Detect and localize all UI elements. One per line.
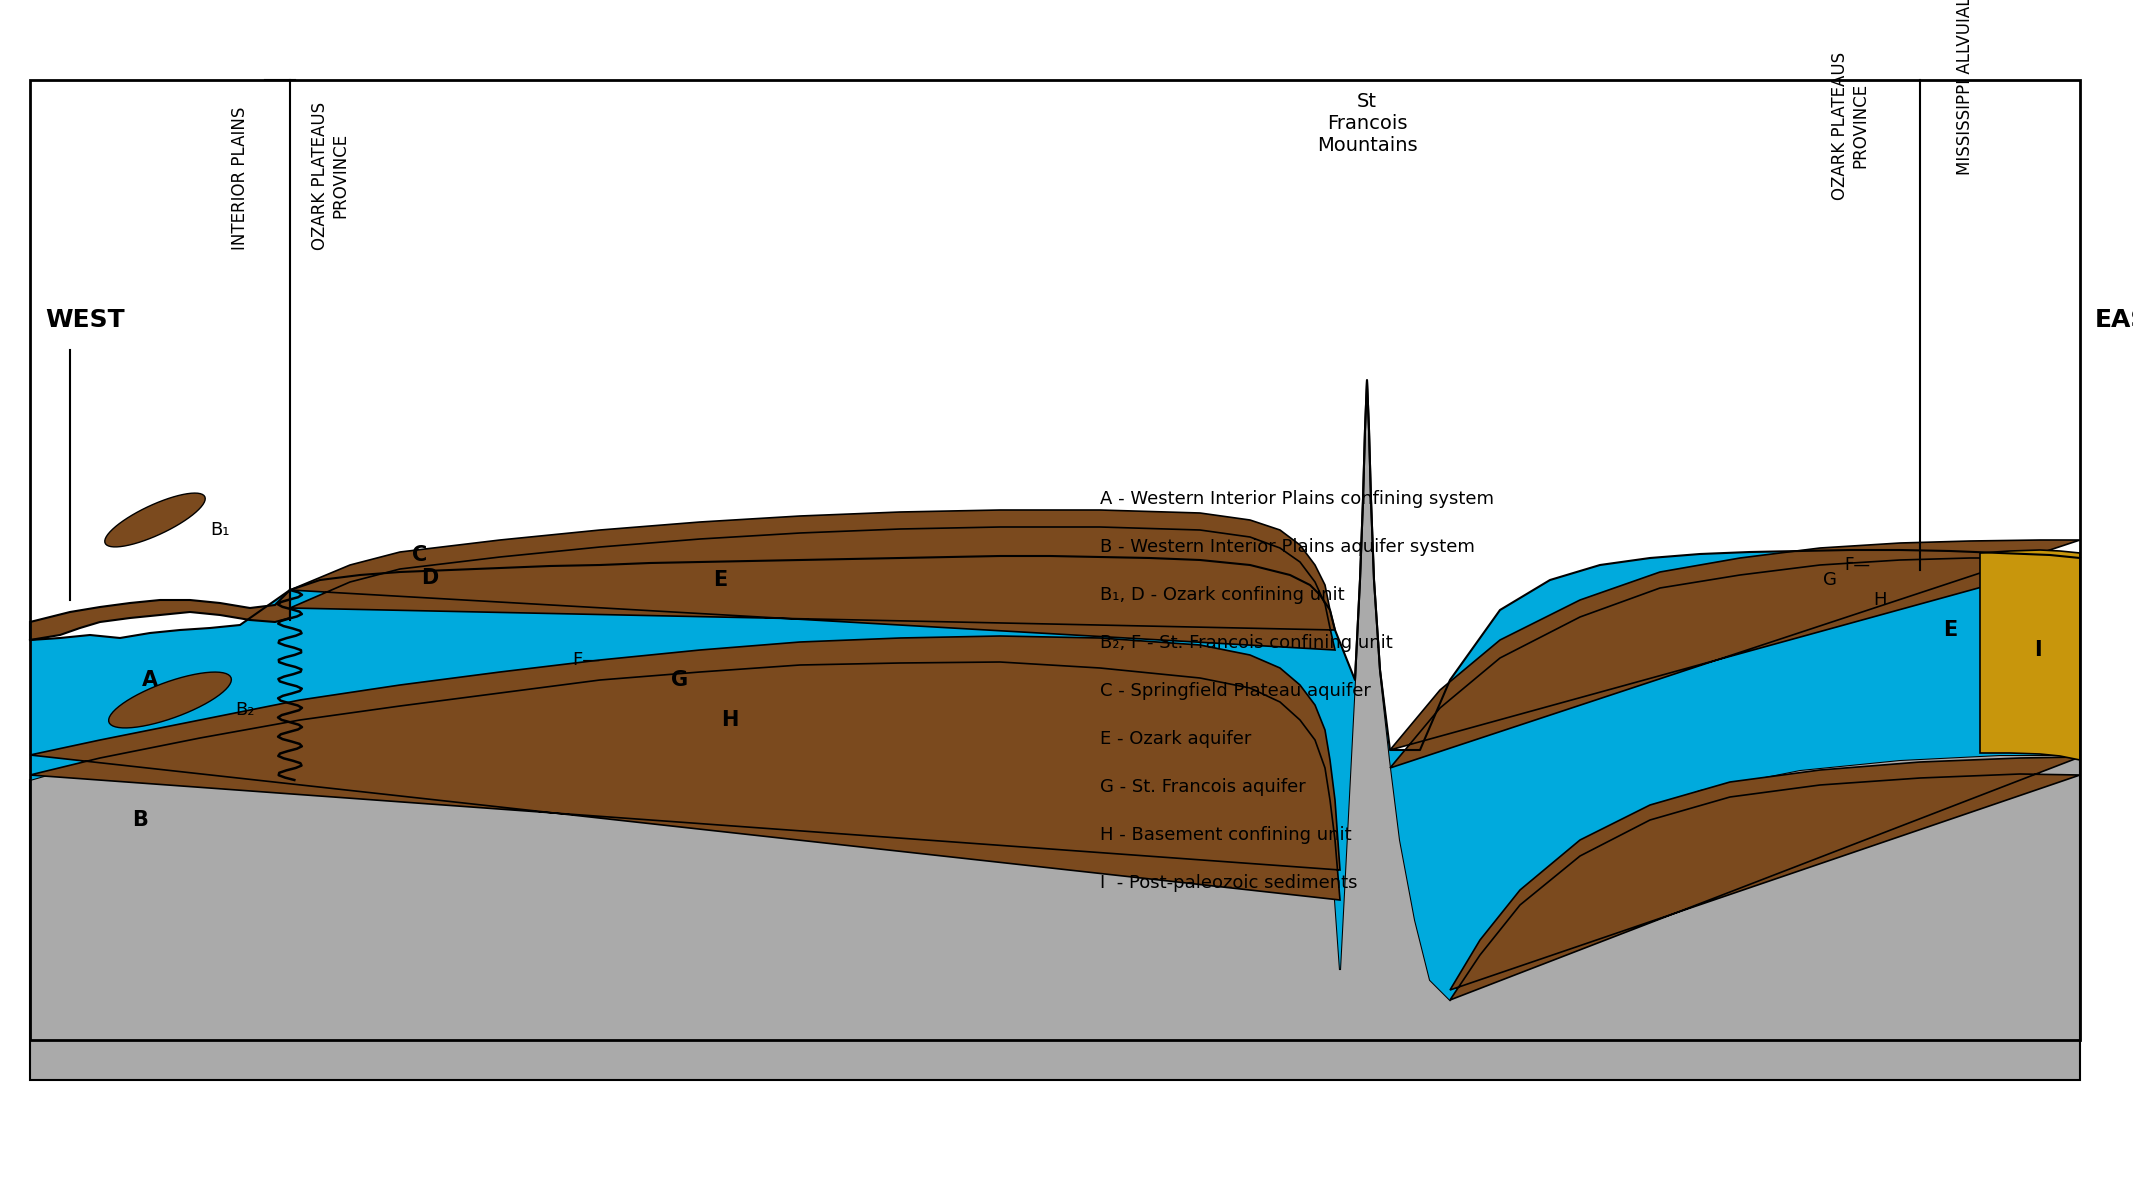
Text: H: H (721, 710, 738, 730)
Text: I  - Post-paleozoic sediments: I - Post-paleozoic sediments (1101, 874, 1357, 892)
Bar (30, 80, 2080, 1040)
Text: EAST: EAST (2095, 308, 2133, 332)
Text: G: G (1824, 570, 1837, 589)
Text: B₁: B₁ (209, 521, 230, 539)
Text: E - Ozark aquifer: E - Ozark aquifer (1101, 730, 1252, 748)
Polygon shape (109, 672, 230, 727)
Text: I: I (2035, 640, 2041, 660)
Polygon shape (30, 637, 1340, 900)
Text: B - Western Interior Plains aquifer system: B - Western Interior Plains aquifer syst… (1101, 539, 1474, 556)
Text: F—: F— (572, 651, 599, 668)
Text: A: A (143, 670, 158, 690)
Text: H - Basement confining unit: H - Basement confining unit (1101, 826, 1352, 844)
Polygon shape (1979, 550, 2080, 761)
Text: MISSISSIPPI ALLVUIAL PLAIN: MISSISSIPPI ALLVUIAL PLAIN (1956, 0, 1973, 175)
Polygon shape (105, 494, 205, 547)
Polygon shape (30, 380, 2080, 1079)
Polygon shape (30, 590, 290, 640)
Polygon shape (290, 510, 1335, 650)
Text: D: D (422, 568, 439, 588)
Text: C - Springfield Plateau aquifer: C - Springfield Plateau aquifer (1101, 681, 1372, 700)
Text: A - Western Interior Plains confining system: A - Western Interior Plains confining sy… (1101, 490, 1493, 508)
Polygon shape (1450, 757, 2080, 1000)
Text: B₂: B₂ (235, 702, 254, 719)
Text: E: E (1943, 620, 1958, 640)
Text: F—: F— (1843, 556, 1871, 574)
Polygon shape (1391, 540, 2080, 768)
Text: INTERIOR PLAINS: INTERIOR PLAINS (230, 106, 250, 250)
Text: C: C (412, 544, 427, 565)
Text: WEST: WEST (45, 308, 124, 332)
Text: St
Francois
Mountains: St Francois Mountains (1316, 92, 1416, 155)
Text: B₂, F - St. Francois confining unit: B₂, F - St. Francois confining unit (1101, 634, 1393, 652)
Polygon shape (30, 380, 2080, 1000)
Text: B₁, D - Ozark confining unit: B₁, D - Ozark confining unit (1101, 586, 1344, 603)
Text: H: H (1873, 590, 1888, 609)
Text: G: G (672, 670, 689, 690)
Text: B: B (132, 810, 147, 830)
Text: E: E (712, 570, 727, 590)
Text: G - St. Francois aquifer: G - St. Francois aquifer (1101, 778, 1305, 796)
Text: OZARK PLATEAUS
PROVINCE: OZARK PLATEAUS PROVINCE (311, 102, 350, 250)
Text: OZARK PLATEAUS
PROVINCE: OZARK PLATEAUS PROVINCE (1830, 52, 1869, 200)
